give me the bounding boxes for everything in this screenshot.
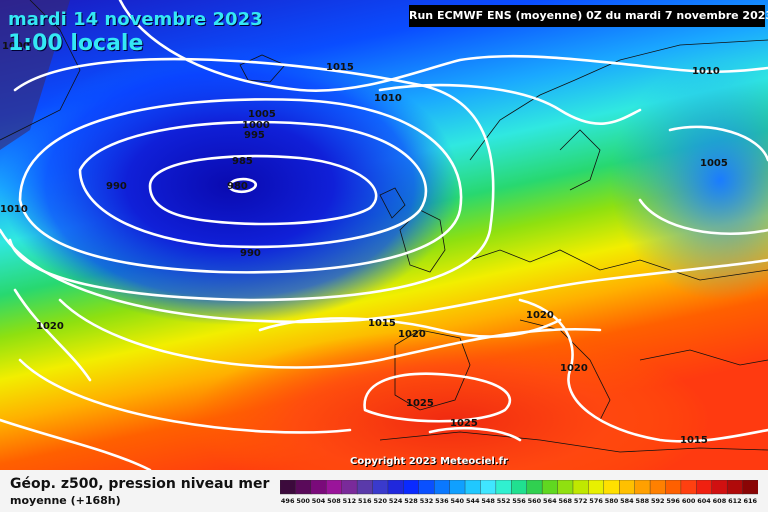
isobar-label: 1020	[560, 363, 588, 374]
legend-swatch	[418, 480, 435, 495]
legend-value: 560	[528, 497, 542, 505]
legend-value: 592	[651, 497, 665, 505]
legend-swatch	[619, 480, 636, 495]
northeast-trough	[610, 60, 768, 300]
legend-value: 580	[605, 497, 619, 505]
legend-value: 504	[312, 497, 326, 505]
forecast-local-time: 1:00 locale	[8, 31, 144, 56]
copyright-notice: Copyright 2023 Meteociel.fr	[350, 456, 508, 467]
legend-swatch	[372, 480, 389, 495]
legend-swatch	[572, 480, 590, 495]
model-run-info: Run ECMWF ENS (moyenne) 0Z du mardi 7 no…	[409, 5, 768, 27]
legend-value: 520	[373, 497, 387, 505]
legend-value: 584	[620, 497, 634, 505]
legend-swatch	[511, 480, 528, 495]
isobar-label: 1015	[326, 62, 354, 73]
legend-swatch	[495, 480, 512, 495]
legend-swatch	[696, 480, 713, 495]
legend-value: 540	[451, 497, 465, 505]
map-caption-subtitle: moyenne (+168h)	[10, 494, 121, 507]
legend-swatch	[464, 480, 482, 495]
isobar-label: 1005	[248, 109, 276, 120]
isobar-label: 1010	[374, 93, 402, 104]
legend-swatch	[680, 480, 698, 495]
color-scale-legend: 496 500 504 508 512 516 520 524 528 532 536 540 544 5…	[280, 480, 758, 505]
legend-swatch	[711, 480, 728, 495]
legend-swatch	[403, 480, 420, 495]
isobar-label: 1010	[692, 66, 720, 77]
forecast-date: mardi 14 novembre 2023	[8, 9, 263, 30]
isobar-label: 1020	[36, 321, 64, 332]
legend-swatch	[310, 480, 327, 495]
isobar-label: 995	[244, 130, 265, 141]
legend-swatch	[449, 480, 466, 495]
pressure-map: 1000 1015 1010 1010 1005 1000 995 985 98…	[0, 0, 768, 470]
legend-value: 548	[481, 497, 495, 505]
legend-value: 544	[466, 497, 480, 505]
map-footer: Géop. z500, pression niveau mer moyenne …	[0, 470, 768, 512]
legend-value: 576	[589, 497, 603, 505]
isobar-label: 1000	[2, 41, 30, 52]
legend-swatch	[588, 480, 605, 495]
legend-swatch	[649, 480, 667, 495]
isobar-label: 1005	[700, 158, 728, 169]
legend-swatch	[341, 480, 358, 495]
legend-value: 500	[296, 497, 310, 505]
isobar-label: 1000	[242, 120, 270, 131]
legend-swatch	[387, 480, 405, 495]
isobar-label: 990	[240, 248, 261, 259]
isobar-label: 990	[106, 181, 127, 192]
isobar-label: 1015	[368, 318, 396, 329]
legend-value: 600	[682, 497, 696, 505]
legend-value: 532	[420, 497, 434, 505]
legend-swatch	[526, 480, 543, 495]
legend-value: 596	[666, 497, 680, 505]
isobar-label: 1010	[0, 204, 28, 215]
legend-swatch	[433, 480, 451, 495]
legend-swatch	[326, 480, 343, 495]
legend-value: 612	[728, 497, 742, 505]
legend-value: 572	[574, 497, 588, 505]
legend-value: 568	[558, 497, 572, 505]
legend-swatch	[480, 480, 497, 495]
legend-value: 564	[543, 497, 557, 505]
isobar-label: 1015	[680, 435, 708, 446]
legend-swatch	[665, 480, 682, 495]
isobar-labels: 1000 1015 1010 1010 1005 1000 995 985 98…	[0, 41, 728, 446]
legend-swatch	[356, 480, 374, 495]
legend-swatch	[742, 480, 758, 495]
legend-value: 508	[327, 497, 341, 505]
legend-swatch	[280, 480, 297, 495]
greenland-dark-zone	[0, 0, 70, 150]
legend-value: 616	[744, 497, 758, 505]
legend-value: 516	[358, 497, 372, 505]
legend-swatch	[603, 480, 620, 495]
map-caption-title: Géop. z500, pression niveau mer	[10, 476, 270, 492]
legend-swatch	[726, 480, 744, 495]
isobar-label: 1020	[526, 310, 554, 321]
high-pressure-core	[190, 330, 710, 470]
legend-value: 536	[435, 497, 449, 505]
legend-swatch	[295, 480, 312, 495]
legend-value: 556	[512, 497, 526, 505]
isobar-label: 1025	[450, 418, 478, 429]
legend-value: 608	[713, 497, 727, 505]
legend-value: 528	[404, 497, 418, 505]
isobar-contours	[0, 0, 768, 470]
isobar-label: 1020	[398, 329, 426, 340]
legend-value: 552	[497, 497, 511, 505]
legend-value: 496	[281, 497, 295, 505]
legend-swatch	[557, 480, 574, 495]
isobar-label: 1025	[406, 398, 434, 409]
legend-swatch	[541, 480, 559, 495]
legend-value: 604	[697, 497, 711, 505]
legend-value: 588	[636, 497, 650, 505]
legend-value: 512	[343, 497, 357, 505]
legend-value: 524	[389, 497, 403, 505]
legend-swatch	[634, 480, 651, 495]
isobar-label: 985	[232, 156, 253, 167]
isobar-label: 980	[227, 181, 248, 192]
